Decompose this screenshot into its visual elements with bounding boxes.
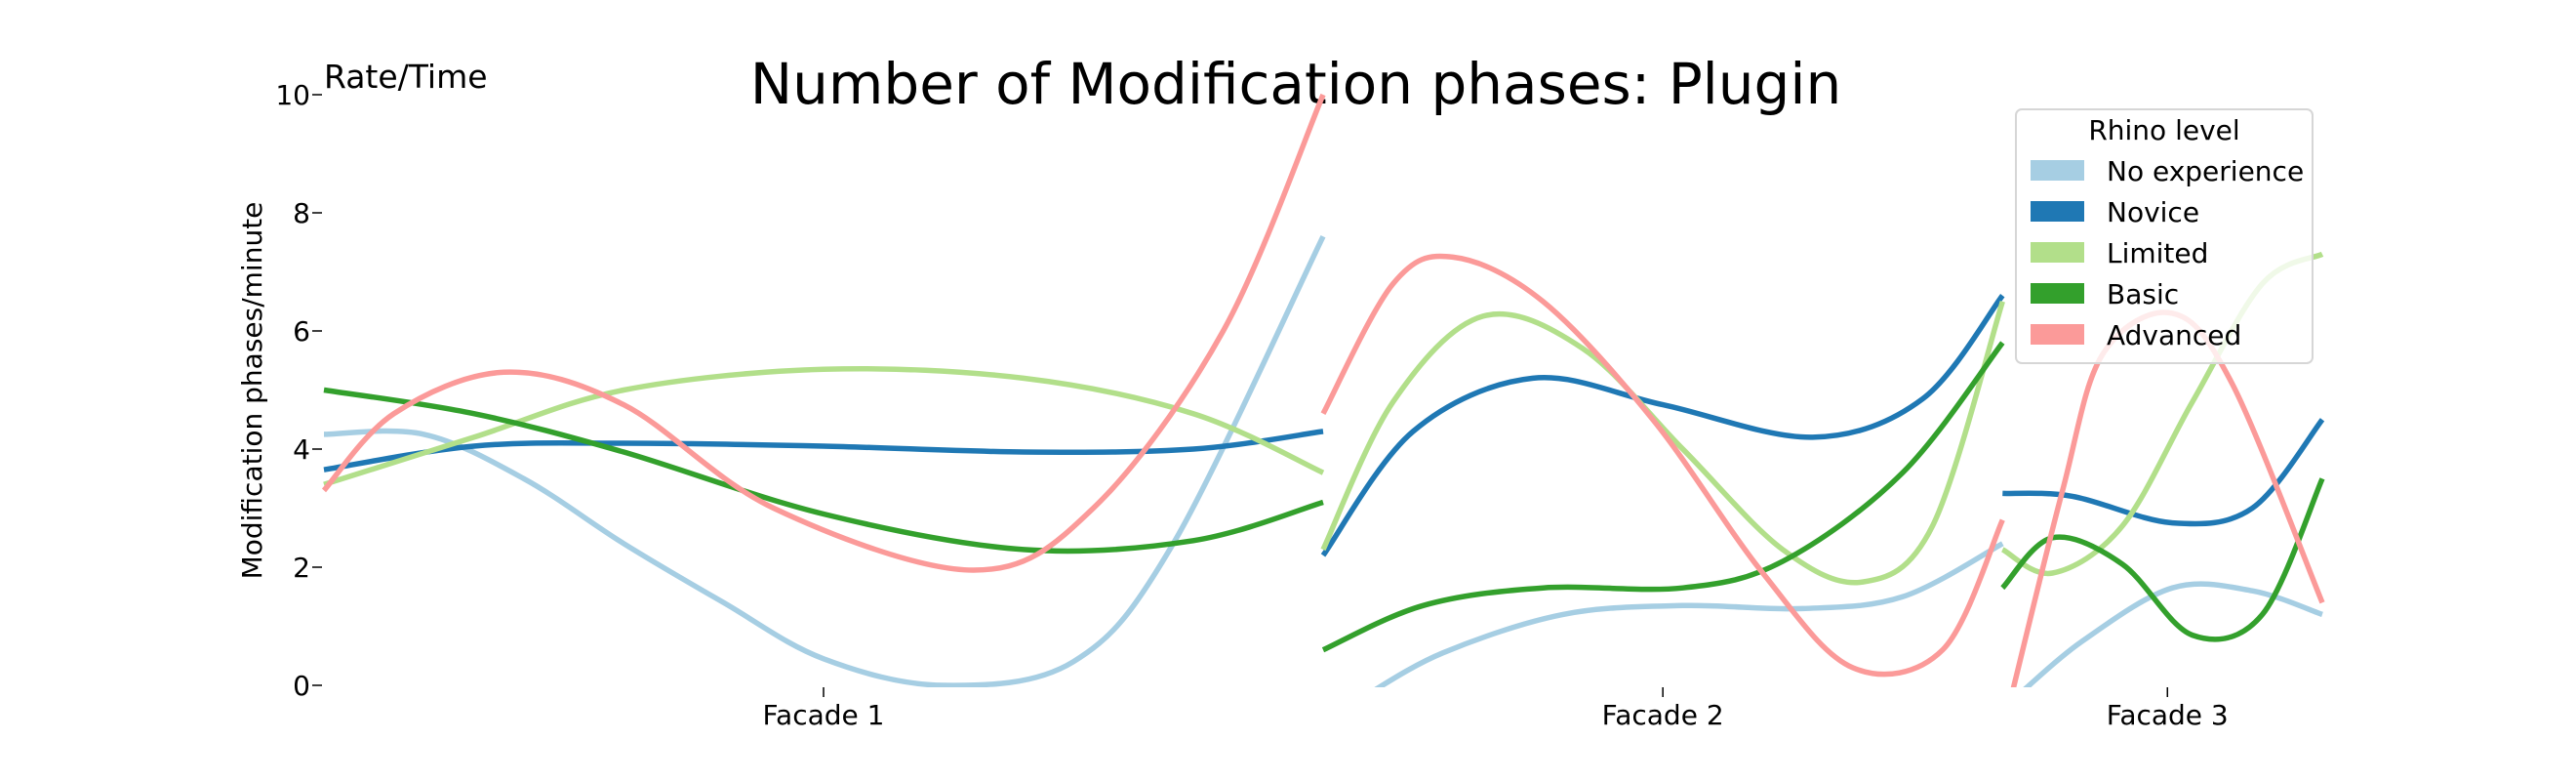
series-line-no-experience-segment-3: [2023, 581, 2323, 687]
y-axis-label: Modification phases/minute: [236, 202, 268, 580]
series-line-novice-segment-3: [2002, 418, 2325, 527]
series-line-advanced-segment-3: [2010, 309, 2325, 687]
legend-frame: [2015, 108, 2314, 364]
series-line-no-experience-segment-2: [1374, 541, 2004, 687]
legend-label-no-experience: No experience: [2107, 155, 2304, 187]
y-tick-label: 4: [293, 433, 310, 466]
legend-swatch-advanced: [2031, 324, 2084, 345]
series-line-novice-segment-2: [1320, 294, 2005, 557]
series-line-limited-segment-1: [323, 365, 1325, 487]
series-layer: [321, 93, 2325, 687]
y-tick-label: 0: [293, 670, 310, 702]
series-line-novice-segment-1: [323, 429, 1324, 473]
x-category-label: Facade 2: [1602, 699, 1724, 731]
series-line-limited-segment-2: [1320, 300, 2005, 586]
x-axis: Facade 1 Facade 2 Facade 3: [763, 687, 2229, 731]
y-axis: 0 2 4 6 8 10: [275, 79, 322, 702]
legend-swatch-novice: [2031, 201, 2084, 222]
chart-title: Number of Modification phases: Plugin: [750, 51, 1841, 117]
legend-label-advanced: Advanced: [2107, 319, 2241, 351]
legend-swatch-basic: [2031, 283, 2084, 304]
series-line-basic-segment-2: [1321, 341, 2005, 653]
series-line-basic-segment-3: [2000, 477, 2325, 642]
series-novice: [323, 294, 2325, 557]
y-tick-label: 6: [293, 315, 310, 348]
legend-title: Rhino level: [2088, 114, 2239, 146]
x-category-label: Facade 1: [763, 699, 885, 731]
y-tick-label: 8: [293, 197, 310, 229]
y-tick-label: 2: [293, 552, 310, 584]
series-line-no-experience-segment-1: [323, 234, 1326, 687]
rate-time-label: Rate/Time: [324, 58, 488, 96]
y-tick-label: 10: [275, 79, 310, 111]
legend-swatch-limited: [2031, 242, 2084, 263]
legend-label-novice: Novice: [2107, 196, 2199, 228]
series-line-advanced-segment-2: [1320, 253, 2005, 678]
series-line-basic-segment-1: [323, 387, 1324, 555]
legend-label-basic: Basic: [2107, 278, 2179, 310]
legend-swatch-no-experience: [2031, 160, 2084, 181]
legend-label-limited: Limited: [2107, 237, 2208, 269]
legend: Rhino level No experience Novice Limited Ba…: [2015, 108, 2314, 364]
series-line-advanced-segment-1: [321, 93, 1326, 573]
x-category-label: Facade 3: [2107, 699, 2229, 731]
